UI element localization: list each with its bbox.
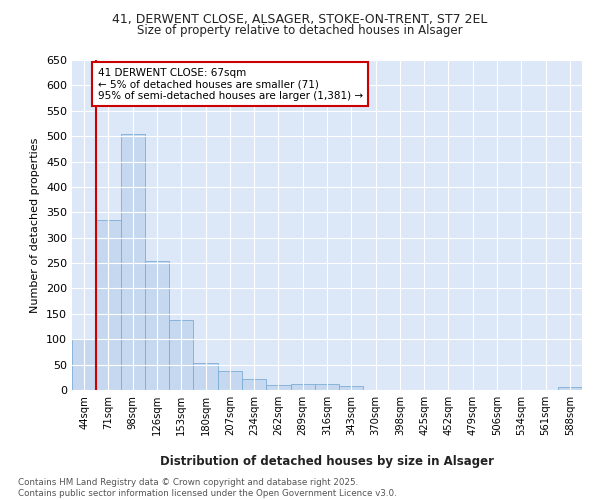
Text: Distribution of detached houses by size in Alsager: Distribution of detached houses by size … xyxy=(160,454,494,468)
Bar xyxy=(169,320,193,390)
Bar xyxy=(72,339,96,390)
Text: Contains HM Land Registry data © Crown copyright and database right 2025.
Contai: Contains HM Land Registry data © Crown c… xyxy=(18,478,397,498)
Bar xyxy=(193,363,218,390)
Bar xyxy=(558,388,582,390)
Bar xyxy=(218,371,242,390)
Bar xyxy=(266,386,290,390)
Text: 41, DERWENT CLOSE, ALSAGER, STOKE-ON-TRENT, ST7 2EL: 41, DERWENT CLOSE, ALSAGER, STOKE-ON-TRE… xyxy=(112,12,488,26)
Text: Size of property relative to detached houses in Alsager: Size of property relative to detached ho… xyxy=(137,24,463,37)
Bar xyxy=(242,380,266,390)
Bar xyxy=(290,384,315,390)
Text: 41 DERWENT CLOSE: 67sqm
← 5% of detached houses are smaller (71)
95% of semi-det: 41 DERWENT CLOSE: 67sqm ← 5% of detached… xyxy=(97,68,362,101)
Bar xyxy=(315,384,339,390)
Y-axis label: Number of detached properties: Number of detached properties xyxy=(31,138,40,312)
Bar xyxy=(145,260,169,390)
Bar xyxy=(339,386,364,390)
Bar xyxy=(96,220,121,390)
Bar xyxy=(121,134,145,390)
